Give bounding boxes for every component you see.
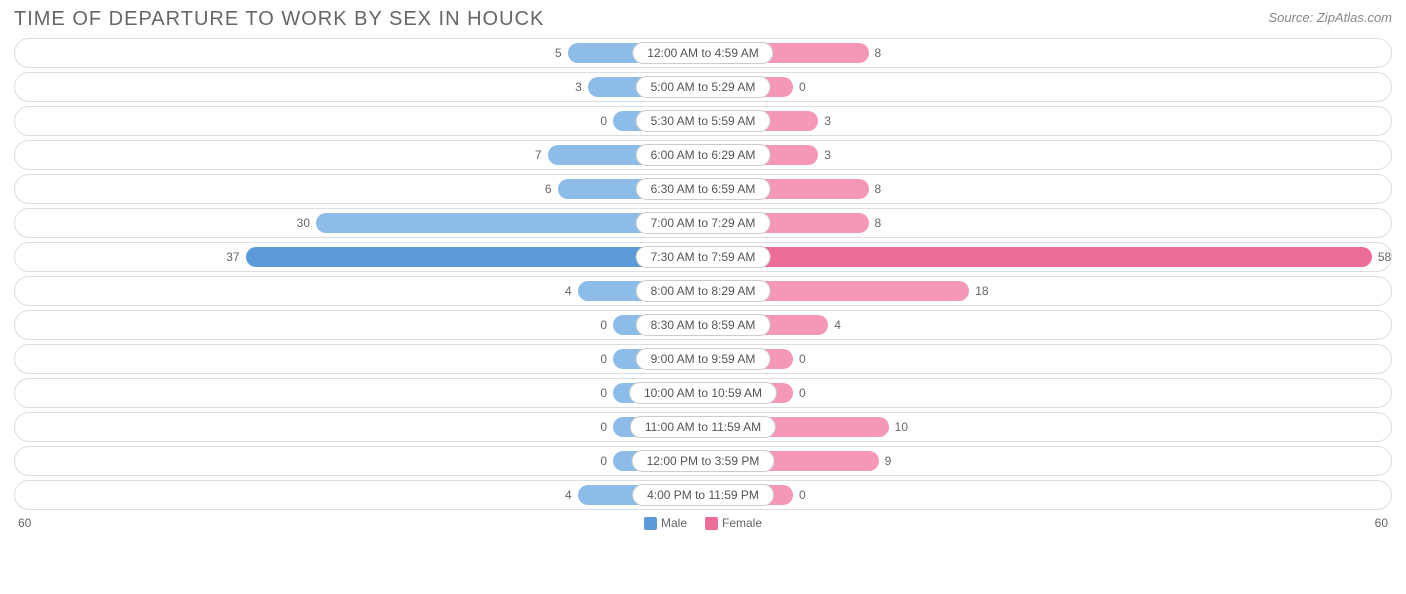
male-value-label: 37 (226, 250, 239, 264)
legend-label-female: Female (722, 516, 762, 530)
chart-row: 7:00 AM to 7:29 AM 30 8 (14, 208, 1392, 238)
female-value-label: 0 (799, 80, 806, 94)
row-category-label: 8:30 AM to 8:59 AM (636, 314, 771, 336)
female-value-label: 8 (875, 216, 882, 230)
female-value-label: 0 (799, 488, 806, 502)
chart-row: 10:00 AM to 10:59 AM 0 0 (14, 378, 1392, 408)
male-value-label: 30 (297, 216, 310, 230)
legend-item-female: Female (705, 516, 762, 530)
row-category-label: 5:00 AM to 5:29 AM (636, 76, 771, 98)
female-value-label: 58 (1378, 250, 1391, 264)
axis-legend-row: 60 60 Male Female (10, 514, 1396, 538)
male-value-label: 0 (600, 114, 607, 128)
female-value-label: 0 (799, 386, 806, 400)
chart-row: 5:00 AM to 5:29 AM 3 0 (14, 72, 1392, 102)
legend: Male Female (644, 516, 762, 530)
female-value-label: 9 (885, 454, 892, 468)
chart-row: 6:00 AM to 6:29 AM 7 3 (14, 140, 1392, 170)
chart-row: 11:00 AM to 11:59 AM 0 10 (14, 412, 1392, 442)
male-value-label: 0 (600, 318, 607, 332)
chart-row: 12:00 PM to 3:59 PM 0 9 (14, 446, 1392, 476)
axis-max-right: 60 (1375, 516, 1388, 530)
row-category-label: 6:00 AM to 6:29 AM (636, 144, 771, 166)
row-category-label: 11:00 AM to 11:59 AM (630, 416, 776, 438)
row-category-label: 10:00 AM to 10:59 AM (629, 382, 777, 404)
chart-row: 4:00 PM to 11:59 PM 4 0 (14, 480, 1392, 510)
axis-max-left: 60 (18, 516, 31, 530)
chart-row: 5:30 AM to 5:59 AM 0 3 (14, 106, 1392, 136)
chart-body: 12:00 AM to 4:59 AM585:00 AM to 5:29 AM3… (10, 34, 1396, 570)
female-value-label: 18 (975, 284, 988, 298)
chart-row: 8:00 AM to 8:29 AM 4 18 (14, 276, 1392, 306)
male-value-label: 4 (565, 488, 572, 502)
male-value-label: 4 (565, 284, 572, 298)
chart-row: 7:30 AM to 7:59 AM 37 58 (14, 242, 1392, 272)
chart-title: TIME OF DEPARTURE TO WORK BY SEX IN HOUC… (0, 0, 1406, 35)
male-value-label: 3 (575, 80, 582, 94)
male-bar (246, 247, 703, 267)
male-value-label: 0 (600, 420, 607, 434)
female-bar (703, 247, 1372, 267)
chart-row: 8:30 AM to 8:59 AM 0 4 (14, 310, 1392, 340)
row-category-label: 12:00 AM to 4:59 AM (632, 42, 773, 64)
row-category-label: 5:30 AM to 5:59 AM (636, 110, 771, 132)
source-attribution: Source: ZipAtlas.com (1268, 10, 1392, 25)
row-category-label: 4:00 PM to 11:59 PM (632, 484, 774, 506)
row-category-label: 12:00 PM to 3:59 PM (632, 450, 775, 472)
male-value-label: 7 (535, 148, 542, 162)
row-category-label: 7:30 AM to 7:59 AM (636, 246, 771, 268)
male-value-label: 0 (600, 386, 607, 400)
row-category-label: 9:00 AM to 9:59 AM (636, 348, 771, 370)
female-value-label: 3 (824, 114, 831, 128)
legend-swatch-female (705, 517, 718, 530)
male-value-label: 6 (545, 182, 552, 196)
female-value-label: 4 (834, 318, 841, 332)
female-value-label: 8 (875, 182, 882, 196)
female-value-label: 8 (875, 46, 882, 60)
row-category-label: 6:30 AM to 6:59 AM (636, 178, 771, 200)
female-value-label: 10 (895, 420, 908, 434)
row-category-label: 8:00 AM to 8:29 AM (636, 280, 771, 302)
female-value-label: 3 (824, 148, 831, 162)
legend-label-male: Male (661, 516, 687, 530)
chart-row: 9:00 AM to 9:59 AM 0 0 (14, 344, 1392, 374)
legend-swatch-male (644, 517, 657, 530)
male-value-label: 5 (555, 46, 562, 60)
legend-item-male: Male (644, 516, 687, 530)
female-value-label: 0 (799, 352, 806, 366)
male-value-label: 0 (600, 352, 607, 366)
chart-row: 12:00 AM to 4:59 AM 5 8 (14, 38, 1392, 68)
chart-row: 6:30 AM to 6:59 AM 6 8 (14, 174, 1392, 204)
male-value-label: 0 (600, 454, 607, 468)
row-category-label: 7:00 AM to 7:29 AM (636, 212, 771, 234)
